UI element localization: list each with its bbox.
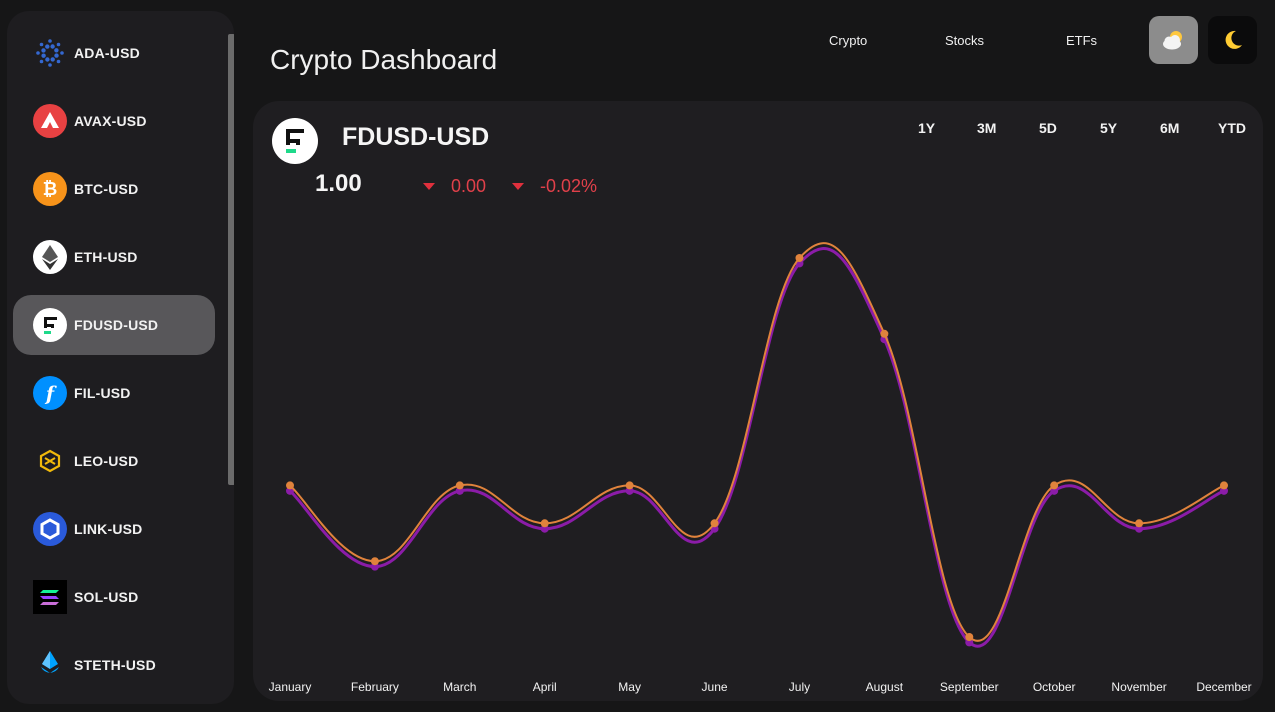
price-change-percent-value: -0.02% xyxy=(540,176,598,196)
sidebar-item-label: STETH-USD xyxy=(74,657,156,673)
data-point-0-8[interactable] xyxy=(965,633,974,641)
sidebar-scrollbar[interactable] xyxy=(228,34,234,485)
x-tick-label: March xyxy=(443,680,476,694)
x-tick-label: September xyxy=(940,680,999,694)
asset-price: 1.00 xyxy=(315,170,362,197)
sidebar-item-label: FDUSD-USD xyxy=(74,317,159,333)
sidebar-item-leo-usd[interactable]: LEO-USD xyxy=(13,431,215,491)
x-tick-label: August xyxy=(866,680,904,694)
fdusd-icon xyxy=(33,308,67,342)
fdusd-logo-icon xyxy=(272,118,318,164)
sidebar-item-sol-usd[interactable]: SOL-USD xyxy=(13,567,215,627)
range-ytd[interactable]: YTD xyxy=(1218,120,1246,136)
sidebar-item-label: LINK-USD xyxy=(74,521,143,537)
x-tick-label: April xyxy=(533,680,557,694)
down-arrow-icon xyxy=(423,183,435,190)
sidebar-item-label: SOL-USD xyxy=(74,589,139,605)
x-tick-label: June xyxy=(702,680,728,694)
sidebar-item-label: AVAX-USD xyxy=(74,113,147,129)
data-point-0-4[interactable] xyxy=(625,481,634,490)
range-5y[interactable]: 5Y xyxy=(1100,120,1118,136)
solana-icon xyxy=(33,580,67,614)
data-point-0-0[interactable] xyxy=(286,481,294,490)
range-1y[interactable]: 1Y xyxy=(918,120,936,136)
price-change-percent: -0.02% xyxy=(512,176,597,197)
x-tick-label: February xyxy=(351,680,399,694)
sidebar-item-label: LEO-USD xyxy=(74,453,139,469)
price-change: 0.00 xyxy=(423,176,486,197)
series-line-1 xyxy=(288,247,1225,648)
data-point-0-11[interactable] xyxy=(1220,481,1228,490)
nav-stocks[interactable]: Stocks xyxy=(945,33,985,48)
sidebar-item-eth-usd[interactable]: ETH-USD xyxy=(13,227,215,287)
range-3m[interactable]: 3M xyxy=(977,120,997,136)
x-tick-label: October xyxy=(1033,680,1076,694)
price-change-value: 0.00 xyxy=(451,176,487,196)
bitcoin-icon: ₿ xyxy=(33,172,67,206)
sun-behind-cloud-icon xyxy=(1162,31,1182,50)
sidebar-item-link-usd[interactable]: LINK-USD xyxy=(13,499,215,559)
sidebar-item-ada-usd[interactable]: ADA-USD xyxy=(13,23,215,83)
sidebar-item-fil-usd[interactable]: f FIL-USD xyxy=(13,363,215,423)
chainlink-icon xyxy=(33,512,67,546)
dark-theme-button[interactable] xyxy=(1208,16,1257,64)
range-5d[interactable]: 5D xyxy=(1039,120,1057,136)
x-tick-label: January xyxy=(269,680,312,694)
data-point-0-9[interactable] xyxy=(1050,481,1059,490)
svg-text:₿: ₿ xyxy=(43,179,58,200)
sidebar-item-label: ADA-USD xyxy=(74,45,140,61)
data-point-0-1[interactable] xyxy=(370,557,379,566)
sidebar-item-avax-usd[interactable]: AVAX-USD xyxy=(13,91,215,151)
ethereum-icon xyxy=(33,240,67,274)
data-point-0-5[interactable] xyxy=(710,519,719,528)
sidebar-item-btc-usd[interactable]: ₿ BTC-USD xyxy=(13,159,215,219)
data-point-0-7[interactable] xyxy=(880,329,889,338)
sidebar-item-label: BTC-USD xyxy=(74,181,139,197)
x-tick-label: December xyxy=(1196,680,1251,694)
sidebar-item-label: FIL-USD xyxy=(74,385,131,401)
lido-icon xyxy=(33,648,67,682)
top-nav: Crypto Stocks ETFs xyxy=(0,33,1275,53)
data-point-0-2[interactable] xyxy=(455,481,464,490)
x-tick-label: November xyxy=(1111,680,1166,694)
light-theme-button[interactable] xyxy=(1149,16,1198,64)
x-tick-label: July xyxy=(789,680,810,694)
sidebar: ADA-USD AVAX-USD ₿ BTC-USD ETH-USD FDUSD-USD f… xyxy=(7,11,234,704)
x-tick-label: May xyxy=(618,680,641,694)
series-line-0 xyxy=(289,242,1225,642)
data-point-0-6[interactable] xyxy=(795,254,804,262)
down-arrow-icon xyxy=(512,183,524,190)
data-point-0-3[interactable] xyxy=(540,519,549,528)
leo-icon xyxy=(33,444,67,478)
moon-icon xyxy=(1225,30,1242,49)
svg-text:f: f xyxy=(44,383,57,405)
sidebar-item-steth-usd[interactable]: STETH-USD xyxy=(13,635,215,695)
nav-etfs[interactable]: ETFs xyxy=(1066,33,1098,48)
sidebar-item-fdusd-usd[interactable]: FDUSD-USD xyxy=(13,295,215,355)
nav-crypto[interactable]: Crypto xyxy=(829,33,868,48)
range-6m[interactable]: 6M xyxy=(1160,120,1180,136)
data-point-0-10[interactable] xyxy=(1135,519,1144,528)
chart-card xyxy=(253,101,1263,701)
page-title: Crypto Dashboard xyxy=(270,44,498,75)
filecoin-icon: f xyxy=(33,376,67,410)
asset-name: FDUSD-USD xyxy=(342,123,490,151)
cardano-icon xyxy=(33,36,67,70)
avalanche-icon xyxy=(33,104,67,138)
sidebar-item-label: ETH-USD xyxy=(74,249,138,265)
